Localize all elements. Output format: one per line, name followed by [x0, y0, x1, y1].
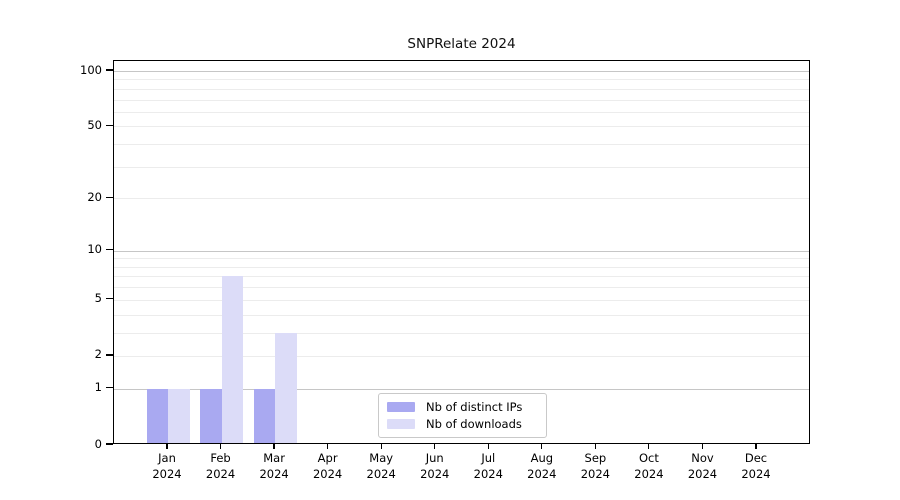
legend-swatch-distinct-ips [387, 402, 415, 413]
y-gridline-minor [114, 166, 809, 168]
y-tick [106, 69, 113, 71]
y-tick-label: 2 [94, 347, 102, 362]
x-tick [541, 444, 543, 449]
y-tick [106, 196, 113, 198]
y-tick-label: 10 [87, 242, 102, 257]
bar-downloads-jan [168, 388, 190, 443]
x-tick-label: Mar 2024 [259, 451, 289, 481]
bar-distinct-ips-jan [146, 388, 168, 443]
x-tick-label: Oct 2024 [634, 451, 664, 481]
x-tick [219, 444, 222, 449]
x-tick-label: Sep 2024 [580, 451, 610, 481]
y-gridline-minor [114, 99, 809, 101]
x-tick [434, 444, 436, 449]
y-gridline-minor [114, 332, 809, 334]
legend-label-downloads: Nb of downloads [426, 416, 522, 431]
y-tick [106, 249, 113, 251]
y-gridline-minor [114, 111, 809, 113]
y-gridline-minor [114, 144, 809, 146]
y-gridline-minor [114, 126, 809, 128]
x-tick [648, 444, 650, 449]
x-tick [380, 444, 382, 449]
x-tick-label: Apr 2024 [312, 451, 343, 481]
plot-area [113, 60, 810, 444]
y-gridline-minor [114, 198, 809, 200]
x-tick [327, 444, 329, 449]
y-gridline-minor [114, 88, 809, 90]
x-tick-label: Nov 2024 [687, 451, 718, 481]
y-gridline-minor [114, 266, 809, 268]
y-gridline-minor [114, 258, 809, 260]
x-tick [701, 444, 704, 449]
y-tick-label: 100 [80, 62, 102, 77]
y-gridline-minor [114, 79, 809, 81]
x-tick-label: Jun 2024 [420, 451, 450, 481]
x-tick [166, 444, 168, 449]
y-gridline-major [114, 388, 809, 390]
bar-downloads-mar [275, 332, 297, 443]
y-tick-label: 20 [87, 189, 102, 204]
bar-distinct-ips-mar [253, 388, 276, 443]
y-gridline-minor [114, 314, 809, 316]
y-tick-label: 50 [87, 117, 102, 132]
legend-label-distinct-ips: Nb of distinct IPs [426, 400, 523, 415]
y-gridline-minor [114, 287, 809, 289]
y-tick [106, 298, 113, 300]
plot-inner [114, 61, 809, 443]
y-tick [106, 354, 113, 356]
y-gridline-minor [114, 299, 809, 301]
legend-item-distinct-ips: Nb of distinct IPs [387, 400, 538, 414]
bar-downloads-feb [221, 276, 244, 443]
y-gridline-minor [114, 355, 809, 357]
legend-item-downloads: Nb of downloads [387, 417, 538, 431]
x-tick [755, 444, 757, 449]
legend: Nb of distinct IPs Nb of downloads [378, 393, 547, 438]
x-tick-label: Aug 2024 [527, 451, 557, 481]
bar-distinct-ips-feb [200, 388, 222, 443]
y-gridline-major [114, 250, 809, 252]
legend-swatch-downloads [387, 418, 415, 429]
x-tick-label: Feb 2024 [205, 451, 236, 481]
y-gridline-minor [114, 276, 809, 278]
y-tick [106, 443, 113, 445]
x-tick-label: Jul 2024 [473, 451, 503, 481]
y-tick-label: 0 [94, 436, 102, 451]
x-tick-label: May 2024 [366, 451, 396, 481]
x-tick [487, 444, 489, 449]
x-tick-label: Dec 2024 [741, 451, 771, 481]
x-tick [594, 444, 596, 449]
chart-title: SNPRelate 2024 [407, 36, 516, 52]
y-tick-label: 1 [94, 380, 102, 395]
x-tick [273, 444, 275, 449]
y-tick-label: 5 [94, 291, 102, 306]
y-tick [106, 387, 113, 389]
y-gridline-major [114, 71, 809, 72]
y-tick [106, 124, 113, 126]
x-tick-label: Jan 2024 [152, 451, 182, 481]
